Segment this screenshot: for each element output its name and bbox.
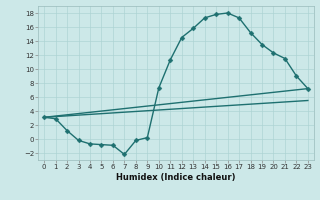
X-axis label: Humidex (Indice chaleur): Humidex (Indice chaleur)	[116, 173, 236, 182]
